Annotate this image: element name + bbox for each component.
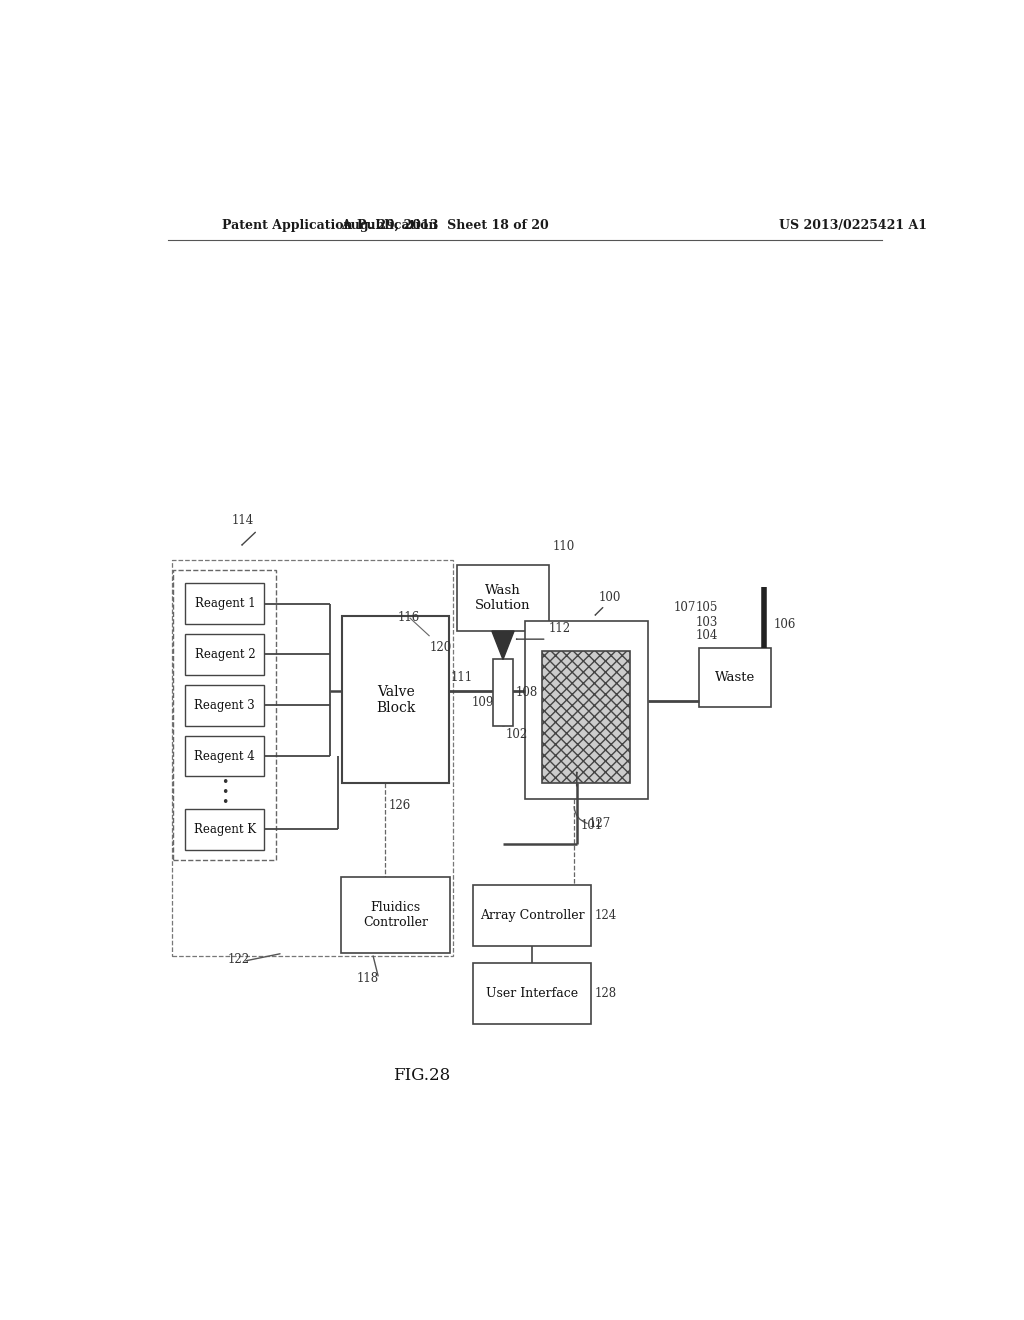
Text: •: • (221, 796, 228, 809)
Text: Reagent 1: Reagent 1 (195, 597, 255, 610)
Bar (341, 876, 451, 953)
Text: Reagent 4: Reagent 4 (195, 750, 255, 763)
Bar (342, 615, 450, 784)
Text: Valve
Block: Valve Block (376, 685, 416, 714)
Text: 104: 104 (695, 630, 718, 642)
Text: 106: 106 (773, 618, 796, 631)
Text: 127: 127 (588, 817, 610, 830)
Text: Fluidics
Controller: Fluidics Controller (362, 902, 428, 929)
Text: Reagent 2: Reagent 2 (195, 648, 255, 661)
Text: Patent Application Publication: Patent Application Publication (221, 219, 437, 232)
Text: 114: 114 (231, 515, 253, 527)
Text: 110: 110 (553, 540, 574, 553)
Text: Waste: Waste (715, 672, 756, 684)
Text: 118: 118 (356, 972, 379, 985)
Bar (699, 648, 771, 708)
Text: •: • (221, 776, 228, 789)
Bar (473, 964, 591, 1024)
Text: FIG.28: FIG.28 (393, 1067, 451, 1084)
Bar (458, 565, 549, 631)
Text: 102: 102 (506, 727, 527, 741)
Text: 107: 107 (673, 601, 695, 614)
Text: 116: 116 (397, 611, 420, 624)
Text: US 2013/0225421 A1: US 2013/0225421 A1 (778, 219, 927, 232)
Text: 124: 124 (595, 909, 616, 923)
Polygon shape (492, 631, 514, 660)
Text: Array Controller: Array Controller (479, 909, 585, 923)
Text: 101: 101 (581, 820, 603, 832)
Text: 108: 108 (516, 686, 538, 700)
Bar (172, 560, 454, 956)
Text: 103: 103 (695, 616, 718, 628)
Text: 126: 126 (389, 799, 412, 812)
Bar (524, 620, 648, 799)
Bar (185, 634, 264, 675)
Text: •: • (221, 787, 228, 799)
Text: 112: 112 (549, 622, 571, 635)
Text: 105: 105 (695, 601, 718, 614)
Text: 100: 100 (599, 590, 621, 603)
Text: User Interface: User Interface (485, 987, 578, 1001)
Text: Aug. 29, 2013  Sheet 18 of 20: Aug. 29, 2013 Sheet 18 of 20 (342, 219, 549, 232)
Bar (185, 809, 264, 850)
Bar (493, 660, 513, 726)
Text: 111: 111 (451, 671, 473, 684)
Text: 128: 128 (595, 987, 616, 1001)
Text: Reagent K: Reagent K (194, 822, 256, 836)
Bar (173, 570, 276, 859)
Bar (185, 685, 264, 726)
Text: Reagent 3: Reagent 3 (195, 698, 255, 711)
Text: 109: 109 (471, 697, 494, 709)
Bar (185, 735, 264, 776)
Bar (543, 651, 630, 784)
Text: 122: 122 (227, 953, 249, 966)
Text: 120: 120 (430, 642, 452, 655)
Bar (185, 583, 264, 624)
Bar (473, 886, 591, 946)
Text: Wash
Solution: Wash Solution (475, 583, 530, 612)
